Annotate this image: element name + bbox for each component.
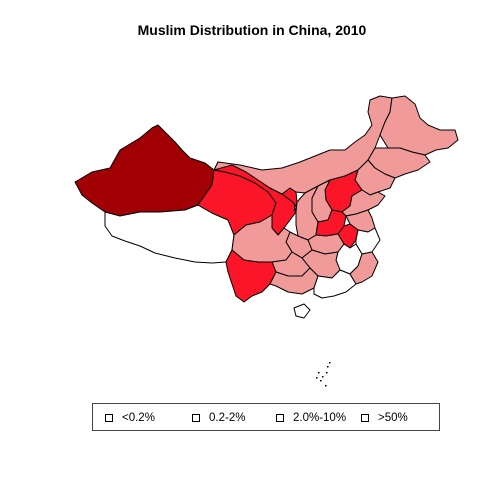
legend-item: <0.2%: [105, 411, 155, 425]
legend-swatch-icon: [361, 414, 369, 422]
region-heilongjiang: [379, 95, 459, 156]
legend-label: <0.2%: [122, 412, 155, 424]
legend-label: 2.0%-10%: [293, 412, 347, 424]
legend-item: >50%: [361, 411, 408, 425]
region-hainan: [293, 303, 311, 319]
legend-label: 0.2-2%: [209, 412, 246, 424]
region-fujian: [349, 251, 379, 285]
legend-swatch-icon: [276, 414, 284, 422]
region-yunnan: [225, 249, 277, 303]
south-china-sea-islands: [316, 362, 331, 387]
region-xinjiang: [74, 124, 215, 217]
legend: <0.2% 0.2-2% 2.0%-10% >50%: [92, 403, 440, 431]
map-title: Muslim Distribution in China, 2010: [137, 22, 367, 38]
legend-label: >50%: [378, 412, 408, 424]
legend-item: 0.2-2%: [192, 411, 245, 425]
legend-item: 2.0%-10%: [276, 411, 346, 425]
legend-swatch-icon: [192, 414, 200, 422]
region-guangdong: [313, 269, 357, 299]
legend-swatch-icon: [105, 414, 113, 422]
